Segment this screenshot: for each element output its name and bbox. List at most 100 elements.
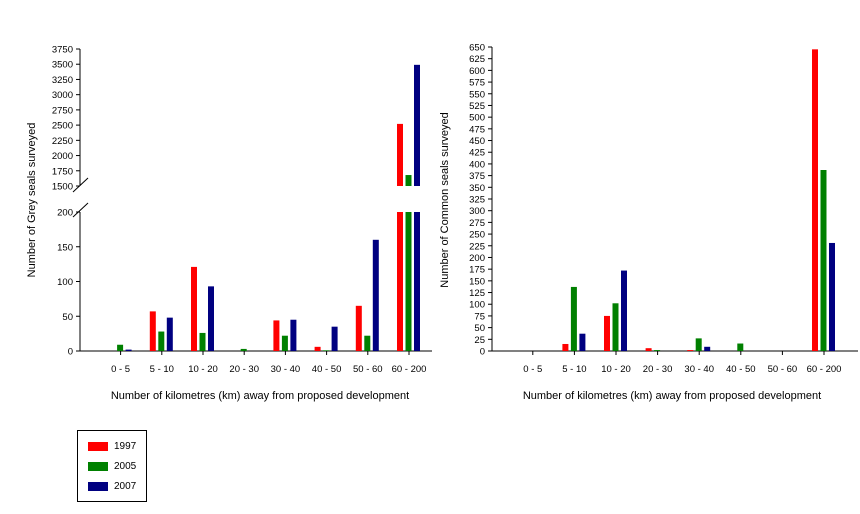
bar-2007 (579, 333, 586, 351)
y-tick-label: 2500 (52, 121, 73, 132)
y-tick-label: 375 (469, 171, 485, 182)
x-tick-label: 50 - 60 (768, 364, 798, 375)
y-tick-label: 3750 (52, 45, 73, 56)
legend: 1997 2005 2007 (77, 430, 147, 502)
y-tick-label: 225 (469, 241, 485, 252)
bar-1997 (314, 346, 321, 351)
x-tick-label: 5 - 10 (150, 364, 174, 375)
y-tick-label: 50 (62, 312, 73, 323)
y-tick-label: 400 (469, 159, 485, 170)
bar-2005 (612, 303, 619, 351)
bar-2007 (829, 242, 835, 351)
common-seals-chart: 0255075100125150175200225250275300325350… (439, 43, 858, 402)
y-tick-label: 3000 (52, 90, 73, 101)
legend-label-2005: 2005 (114, 461, 137, 472)
bar-2005 (570, 286, 577, 351)
x-tick-label: 10 - 20 (601, 364, 631, 375)
bar-1997 (397, 212, 403, 351)
y-tick-label: 1500 (52, 182, 73, 193)
y-tick-label: 475 (469, 124, 485, 135)
y-tick-label: 425 (469, 148, 485, 159)
bar-2007 (704, 346, 711, 351)
legend-item-1997: 1997 (88, 441, 136, 452)
grey-seals-chart: 1500175020002250250027503000325035003750… (26, 45, 432, 402)
axis-break-mark-upper (72, 177, 89, 193)
bar-1997-upper (397, 123, 403, 186)
x-tick-label: 20 - 30 (643, 364, 673, 375)
y-tick-label: 2250 (52, 136, 73, 147)
y-tick-label: 0 (68, 347, 73, 358)
bar-1997 (645, 348, 652, 351)
x-tick-label: 10 - 20 (188, 364, 218, 375)
x-tick-label: 60 - 200 (807, 364, 842, 375)
bar-2005 (240, 348, 247, 351)
y-axis-title: Number of Grey seals surveyed (26, 123, 38, 278)
legend-swatch-1997 (88, 442, 108, 451)
x-tick-label: 5 - 10 (562, 364, 586, 375)
bar-2005 (323, 350, 330, 351)
y-axis-title: Number of Common seals surveyed (439, 112, 451, 287)
bar-2005 (158, 331, 165, 351)
bar-1997 (149, 311, 156, 351)
bar-1997 (604, 315, 610, 351)
y-tick-label: 650 (469, 43, 485, 54)
legend-item-2007: 2007 (88, 481, 136, 492)
bar-1997 (562, 343, 569, 351)
bar-2005 (695, 338, 702, 351)
x-tick-label: 20 - 30 (229, 364, 259, 375)
bar-2005 (405, 212, 412, 351)
x-axis-title: Number of kilometres (km) away from prop… (523, 390, 821, 402)
y-tick-label: 100 (469, 300, 485, 311)
legend-item-2005: 2005 (88, 461, 136, 472)
y-tick-label: 500 (469, 113, 485, 124)
y-tick-label: 525 (469, 101, 485, 112)
x-tick-label: 0 - 5 (111, 364, 130, 375)
bar-1997 (191, 266, 197, 351)
bar-2005 (820, 170, 827, 351)
legend-label-1997: 1997 (114, 441, 137, 452)
y-tick-label: 625 (469, 54, 485, 65)
y-tick-label: 275 (469, 218, 485, 229)
y-tick-label: 200 (57, 208, 73, 219)
y-tick-label: 300 (469, 206, 485, 217)
bar-2007 (621, 270, 627, 351)
bar-1997 (687, 350, 694, 351)
y-tick-label: 150 (469, 276, 485, 287)
legend-swatch-2005 (88, 462, 108, 471)
x-tick-label: 0 - 5 (523, 364, 542, 375)
bar-2007 (331, 326, 338, 351)
bar-2005 (117, 344, 124, 351)
legend-label-2007: 2007 (114, 481, 137, 492)
x-tick-label: 60 - 200 (392, 364, 427, 375)
y-tick-label: 200 (469, 253, 485, 264)
bar-2005 (281, 335, 288, 351)
x-tick-label: 50 - 60 (353, 364, 383, 375)
x-tick-label: 30 - 40 (684, 364, 714, 375)
bar-2007 (290, 319, 297, 351)
y-tick-label: 325 (469, 195, 485, 206)
y-tick-label: 125 (469, 288, 485, 299)
y-tick-label: 175 (469, 265, 485, 276)
x-tick-label: 40 - 50 (726, 364, 756, 375)
y-tick-label: 575 (469, 78, 485, 89)
bar-2007 (208, 286, 214, 351)
y-tick-label: 600 (469, 66, 485, 77)
bar-1997 (273, 320, 280, 351)
y-tick-label: 2750 (52, 105, 73, 116)
bar-2007 (125, 349, 132, 351)
bar-2007 (414, 212, 420, 351)
y-tick-label: 2000 (52, 151, 73, 162)
axis-break-mark-lower (72, 202, 89, 218)
bar-2005 (654, 350, 661, 351)
y-tick-label: 25 (474, 335, 485, 346)
bar-1997 (812, 49, 818, 351)
y-tick-label: 1750 (52, 166, 73, 177)
bar-1997 (355, 305, 362, 351)
x-axis-title: Number of kilometres (km) away from prop… (111, 390, 409, 402)
y-tick-label: 150 (57, 242, 73, 253)
x-tick-label: 30 - 40 (271, 364, 301, 375)
y-tick-label: 100 (57, 277, 73, 288)
bar-2005-upper (405, 175, 412, 186)
bar-2005 (737, 343, 744, 351)
y-tick-label: 0 (480, 347, 485, 358)
